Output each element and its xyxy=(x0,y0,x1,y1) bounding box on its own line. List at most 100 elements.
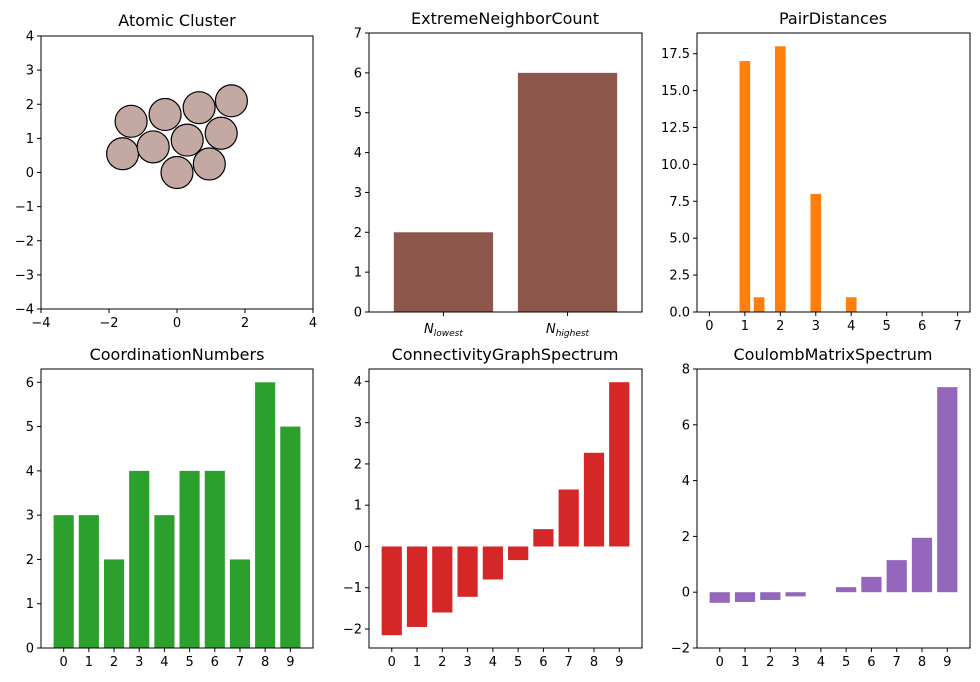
coulomb-matrix-spectrum-xtick-label: 0 xyxy=(716,655,724,670)
coordination-numbers-bar-6 xyxy=(204,470,225,648)
coulomb-matrix-spectrum-ytick-label: −2 xyxy=(671,642,690,657)
pair-distances-ytick-label: 12.5 xyxy=(661,121,690,136)
coordination-numbers-plot: 0 1 2 3 4 5 6 7 8 9 0 1 2 3 4 5 6 xyxy=(26,368,314,670)
atomic-cluster-title: Atomic Cluster xyxy=(118,11,236,30)
connectivity-graph-spectrum-ytick-label: −1 xyxy=(343,581,362,596)
extreme-neighbor-count-xtick-label: Nhighest xyxy=(546,322,590,339)
connectivity-graph-spectrum-bar-5 xyxy=(508,546,529,561)
coordination-numbers-ytick-label: 5 xyxy=(26,420,34,435)
coordination-numbers-xtick-label: 4 xyxy=(160,655,168,670)
extreme-neighbor-count-ytick-label: 0 xyxy=(354,306,362,321)
panel-extreme-neighbor-count: ExtremeNeighborCount Nlowest Nhighest 0 1 2 3… xyxy=(354,9,643,339)
pair-distance-bar-2 xyxy=(775,46,786,313)
pair-distance-bar-1 xyxy=(753,297,765,312)
atomic-cluster-xtick-label: 4 xyxy=(309,316,317,331)
connectivity-graph-spectrum-ytick-label: 0 xyxy=(354,540,362,555)
coordination-numbers-bar-8 xyxy=(255,382,276,648)
coordination-numbers-xtick-label: 5 xyxy=(185,655,193,670)
coordination-numbers-xtick-label: 8 xyxy=(261,655,269,670)
coulomb-matrix-spectrum-ytick-label: 0 xyxy=(682,586,690,601)
connectivity-graph-spectrum-bar-9 xyxy=(609,382,630,547)
pair-distances-ytick-label: 7.5 xyxy=(669,195,690,210)
pair-distances-xtick-label: 5 xyxy=(883,319,891,334)
coulomb-matrix-spectrum-bar-5 xyxy=(836,587,857,593)
panel-atomic-cluster: Atomic Cluster −4 −2 0 2 4 −4 −3 −2 −1 0 1 2 3 4 xyxy=(15,11,317,331)
coordination-numbers-ytick-label: 4 xyxy=(26,464,34,479)
connectivity-graph-spectrum-bar-2 xyxy=(432,546,453,613)
pair-distances-xtick-label: 0 xyxy=(705,319,713,334)
pair-distances-xtick-label: 2 xyxy=(776,319,784,334)
coordination-numbers-axes-frame xyxy=(40,368,314,649)
coulomb-matrix-spectrum-bar-9 xyxy=(937,387,958,593)
connectivity-graph-spectrum-bar-0 xyxy=(381,546,402,636)
coordination-numbers-xtick-label: 2 xyxy=(110,655,118,670)
extreme-neighbor-count-plot: Nlowest Nhighest 0 1 2 3 4 5 6 7 xyxy=(354,27,643,339)
connectivity-graph-spectrum-xtick-label: 6 xyxy=(539,655,547,670)
coulomb-matrix-spectrum-xtick-label: 8 xyxy=(918,655,926,670)
coulomb-matrix-spectrum-xtick-label: 9 xyxy=(943,655,951,670)
coordination-numbers-bar-0 xyxy=(53,515,74,648)
coulomb-matrix-spectrum-xtick-label: 7 xyxy=(893,655,901,670)
extreme-neighbor-count-ytick-label: 5 xyxy=(354,106,362,121)
connectivity-graph-spectrum-xtick-label: 3 xyxy=(463,655,471,670)
connectivity-graph-spectrum-plot: 0 1 2 3 4 5 6 7 8 9 −2 −1 0 1 2 3 4 xyxy=(343,368,643,670)
coordination-numbers-bar-2 xyxy=(103,559,125,648)
connectivity-graph-spectrum-xtick-label: 9 xyxy=(615,655,623,670)
coulomb-matrix-spectrum-bar-1 xyxy=(734,592,756,602)
pair-distances-xtick-label: 4 xyxy=(847,319,855,334)
pair-distance-bar-0 xyxy=(739,61,751,312)
extreme-neighbor-count-axes-frame xyxy=(368,32,643,313)
pair-distances-title: PairDistances xyxy=(779,9,887,28)
atom-8 xyxy=(204,116,238,150)
atomic-cluster-ytick-label: −1 xyxy=(15,200,34,215)
coulomb-matrix-spectrum-xtick-label: 1 xyxy=(741,655,749,670)
atomic-cluster-plot: −4 −2 0 2 4 −4 −3 −2 −1 0 1 2 3 4 xyxy=(15,30,317,332)
connectivity-graph-spectrum-bar-1 xyxy=(406,546,428,627)
pair-distances-xtick-label: 7 xyxy=(953,319,961,334)
pair-distances-plot: 0 1 2 3 4 5 6 7 0.0 2.5 5.0 7.5 10.0 12.5 15.0 17.5 xyxy=(661,32,971,334)
coordination-numbers-xtick-label: 1 xyxy=(85,655,93,670)
connectivity-graph-spectrum-xtick-label: 1 xyxy=(413,655,421,670)
coordination-numbers-bar-4 xyxy=(154,515,175,648)
pair-distances-xtick-label: 3 xyxy=(812,319,820,334)
connectivity-graph-spectrum-bar-6 xyxy=(533,529,554,547)
pair-distance-bar-3 xyxy=(810,193,822,312)
coordination-numbers-xtick-label: 6 xyxy=(211,655,219,670)
coulomb-matrix-spectrum-ytick-label: 4 xyxy=(682,474,690,489)
coulomb-matrix-spectrum-axes-frame xyxy=(696,368,971,649)
extreme-neighbor-count-ytick-label: 1 xyxy=(354,266,362,281)
atomic-cluster-xtick-label: 0 xyxy=(173,316,181,331)
connectivity-graph-spectrum-axes-frame xyxy=(368,368,643,649)
atomic-cluster-xtick-label: 2 xyxy=(241,316,249,331)
panel-pair-distances: PairDistances 0 1 2 3 4 5 6 7 0.0 2.5 5.0 7.5 10.0 12… xyxy=(661,9,971,334)
atomic-cluster-ytick-label: 3 xyxy=(26,64,34,79)
pair-distances-ytick-label: 15.0 xyxy=(661,84,690,99)
connectivity-graph-spectrum-bar-3 xyxy=(457,546,478,597)
coordination-numbers-xtick-label: 0 xyxy=(60,655,68,670)
atomic-cluster-ytick-label: 4 xyxy=(26,30,34,45)
connectivity-graph-spectrum-xtick-label: 2 xyxy=(438,655,446,670)
coordination-numbers-bar-9 xyxy=(280,426,301,648)
pair-distances-xtick-label: 6 xyxy=(918,319,926,334)
coordination-numbers-ytick-label: 1 xyxy=(26,597,34,612)
extreme-neighbor-count-ytick-label: 2 xyxy=(354,226,362,241)
bar-n-highest xyxy=(517,72,618,312)
connectivity-graph-spectrum-bar-4 xyxy=(482,546,503,580)
panel-connectivity-graph-spectrum: ConnectivityGraphSpectrum 0 1 2 3 4 5 6 7 8 9 −2 −1… xyxy=(343,345,643,670)
atomic-cluster-xtick-label: −4 xyxy=(31,316,50,331)
extreme-neighbor-count-ytick-label: 4 xyxy=(354,146,362,161)
pair-distances-xtick-label: 1 xyxy=(741,319,749,334)
atomic-cluster-xtick-label: −2 xyxy=(99,316,118,331)
extreme-neighbor-count-xtick-label: Nlowest xyxy=(424,322,463,339)
atomic-cluster-ytick-label: 2 xyxy=(26,98,34,113)
panel-coulomb-matrix-spectrum: CoulombMatrixSpectrum 0 1 2 3 4 5 6 7 8 9 −2 0 2 4 6 8 xyxy=(671,345,971,670)
coordination-numbers-bar-3 xyxy=(129,470,150,648)
pair-distances-ytick-label: 0.0 xyxy=(669,306,690,321)
atom-4 xyxy=(160,155,194,190)
connectivity-graph-spectrum-xtick-label: 7 xyxy=(565,655,573,670)
coordination-numbers-ytick-label: 2 xyxy=(26,553,34,568)
extreme-neighbor-count-ytick-label: 6 xyxy=(354,66,362,81)
coordination-numbers-bar-7 xyxy=(229,559,251,648)
atom-2 xyxy=(136,130,170,164)
